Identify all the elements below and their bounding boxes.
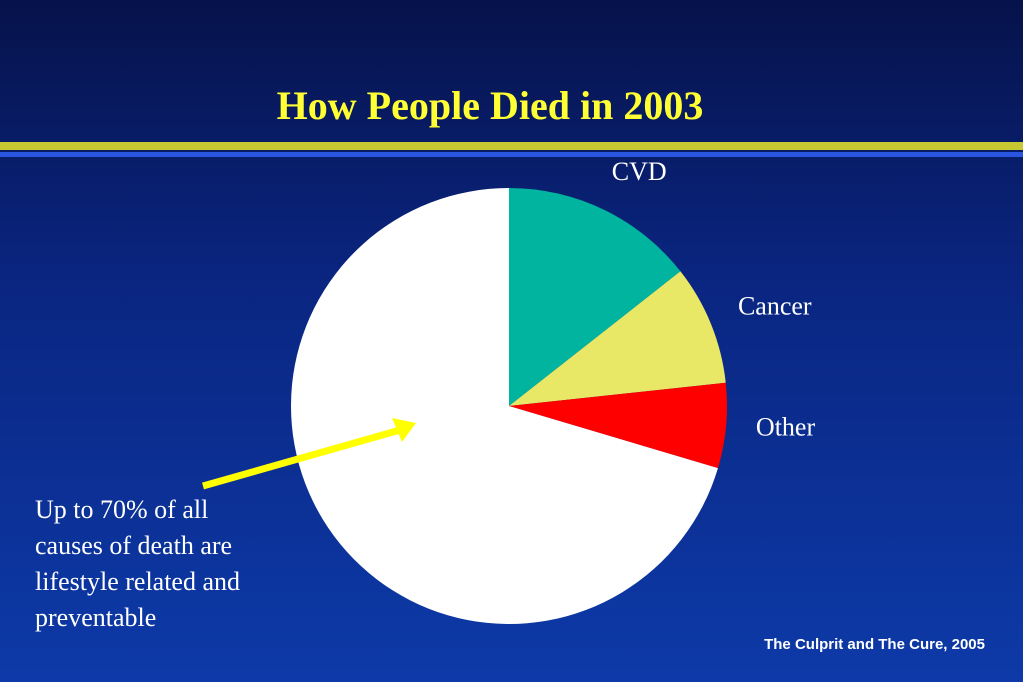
chart-title: How People Died in 2003 <box>277 83 704 128</box>
arrow-head <box>392 418 416 442</box>
pie-slice <box>509 188 681 406</box>
slice-label: Cancer <box>738 292 812 321</box>
pie-slice <box>509 382 727 469</box>
source: The Culprit and The Cure, 2005 <box>764 636 985 653</box>
annotation: Up to 70% of all causes of death are lif… <box>35 495 241 632</box>
pie: CVD Cancer Other <box>290 157 816 624</box>
pie-slice <box>290 188 718 624</box>
divider <box>0 142 1023 150</box>
pie-slice <box>509 271 726 406</box>
arrow <box>202 426 401 490</box>
slice-label: Other <box>756 412 816 441</box>
divider <box>0 152 1023 157</box>
slice-label: CVD <box>612 157 667 186</box>
